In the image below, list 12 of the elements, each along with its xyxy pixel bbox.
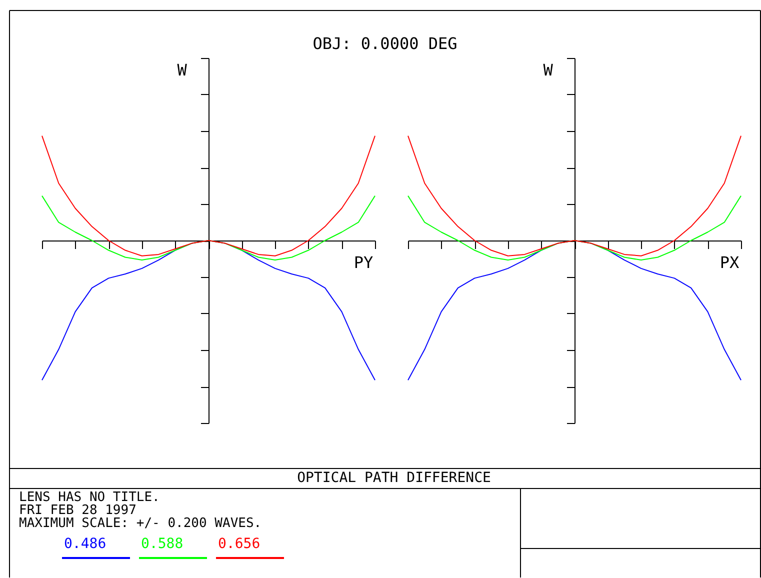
text: 0.588 [141, 536, 184, 552]
text: LENS HAS NO TITLE. [19, 490, 160, 505]
chart-title: OBJ: 0.0000 DEG [312, 34, 458, 53]
text: MAXIMUM SCALE: +/- 0.200 WAVES. [19, 516, 262, 531]
text: OPTICAL PATH DIFFERENCE [296, 470, 492, 486]
y-axis-title: W [543, 60, 554, 80]
x-axis-title: PY [354, 253, 374, 272]
x-axis-title: PX [720, 253, 740, 272]
text: FRI FEB 28 1997 [19, 503, 136, 518]
text: 0.656 [218, 536, 260, 552]
y-axis-title: W [177, 60, 188, 80]
text: 0.486 [64, 536, 106, 552]
